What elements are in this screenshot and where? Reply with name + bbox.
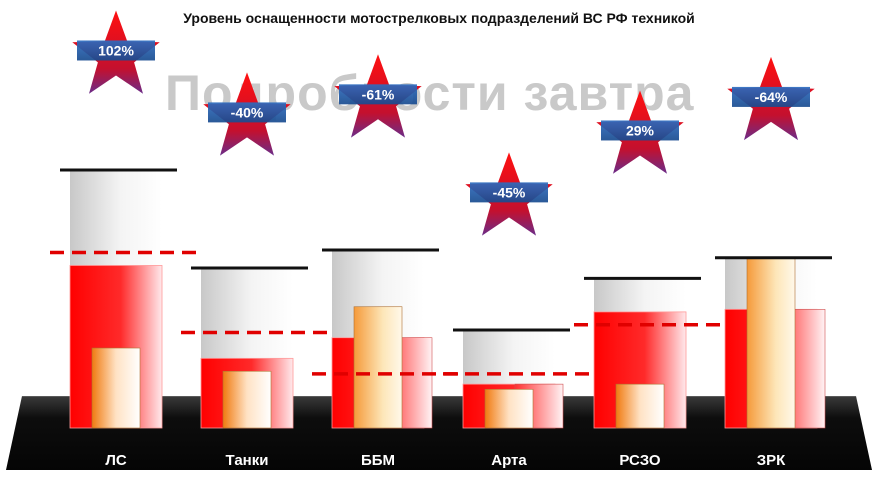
star-label-2: -61%: [362, 86, 395, 102]
category-label-2: ББМ: [361, 452, 395, 469]
star-label-bg-4: [601, 120, 679, 141]
category-label-3: Арта: [491, 452, 527, 469]
star-label-bg-3: [470, 182, 548, 203]
bar-modern-0: [91, 347, 141, 429]
star-label-5: -64%: [755, 89, 788, 105]
star-label-4: 29%: [626, 122, 655, 138]
category-label-4: РСЗО: [619, 452, 660, 469]
category-labels: ЛС Танки ББМ Арта РСЗО ЗРК: [105, 452, 786, 469]
star-label-3: -45%: [493, 184, 526, 200]
star-label-bg-5: [732, 86, 810, 107]
category-label-5: ЗРК: [757, 452, 786, 469]
star-label-0: 102%: [98, 42, 134, 58]
category-label-1: Танки: [226, 452, 269, 469]
chart-title: Уровень оснащенности мотострелковых подр…: [183, 10, 695, 26]
star-label-1: -40%: [231, 104, 264, 120]
star-label-bg-1: [208, 102, 286, 123]
star-label-bg-2: [339, 84, 417, 105]
bars-layer: [69, 170, 826, 429]
star-label-bg-0: [77, 40, 155, 61]
bar-modern-4: [615, 383, 665, 429]
bar-modern-5: [746, 257, 796, 429]
stars-layer: 102% -40% -61% -45% 29% -64%: [72, 10, 815, 236]
bar-modern-3: [484, 388, 534, 429]
category-label-0: ЛС: [105, 452, 127, 469]
bar-modern-1: [222, 370, 272, 429]
bar-modern-2: [353, 306, 403, 429]
lines-layer: [50, 168, 832, 376]
